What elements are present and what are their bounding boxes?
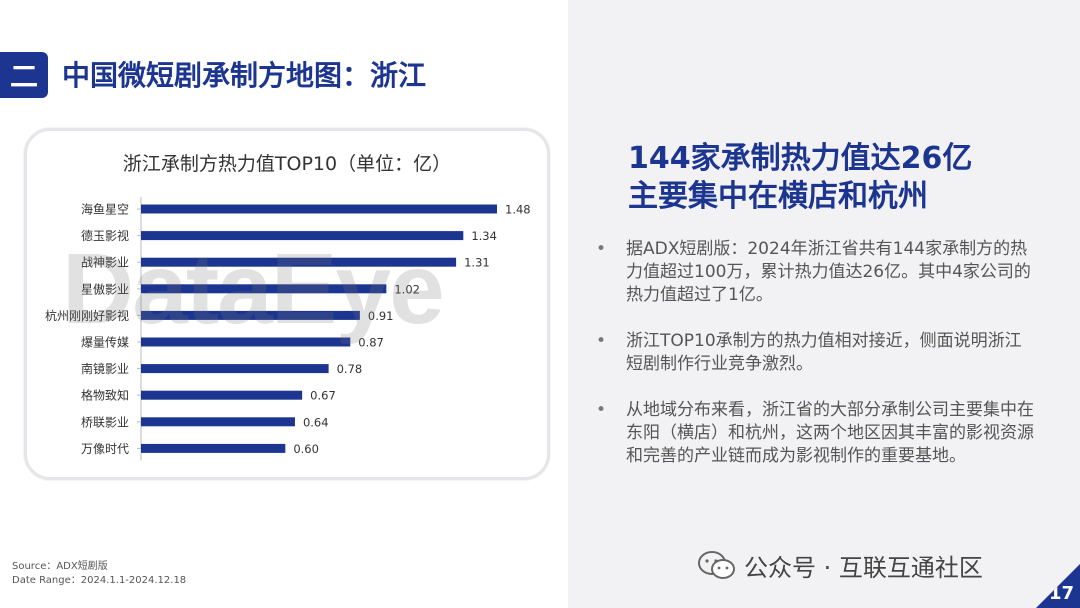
- headline-line-2: 主要集中在横店和杭州: [628, 179, 928, 214]
- bullet-list: • 据ADX短剧版：2024年浙江省共有144家承制方的热力值超过100万，累计热…: [596, 238, 1036, 491]
- wechat-account-text: 公众号 · 互联互通社区: [744, 554, 983, 582]
- wechat-icon: [698, 550, 736, 582]
- bar: [141, 337, 351, 347]
- bullet-item: • 据ADX短剧版：2024年浙江省共有144家承制方的热力值超过100万，累计热…: [596, 238, 1036, 307]
- bullet-dot: •: [596, 400, 607, 420]
- source-note: Source：ADX短剧版 Date Range：2024.1.1-2024.1…: [12, 560, 186, 588]
- category-label: 桥联影业: [81, 415, 129, 429]
- bar: [141, 364, 329, 374]
- category-label: 万像时代: [81, 442, 129, 456]
- bar: [141, 231, 464, 241]
- date-range-text: Date Range：2024.1.1-2024.12.18: [12, 575, 187, 586]
- headline: 144家承制热力值达26亿 主要集中在横店和杭州: [628, 140, 972, 216]
- bar: [141, 417, 295, 427]
- bullet-text: 浙江TOP10承制方的热力值相对接近，侧面说明浙江短剧制作行业竞争激烈。: [626, 331, 1022, 374]
- bar: [141, 443, 286, 453]
- value-label: 1.34: [471, 229, 497, 243]
- category-label: 杭州刚刚好影视: [45, 308, 129, 323]
- bar: [141, 204, 497, 214]
- bar: [141, 310, 360, 320]
- source-text: Source：ADX短剧版: [12, 561, 108, 572]
- value-label: 0.67: [310, 389, 336, 403]
- bullet-dot: •: [596, 331, 607, 351]
- category-label: 战神影业: [81, 256, 129, 270]
- category-label: 星傲影业: [81, 281, 129, 296]
- bullet-item: • 从地域分布来看，浙江省的大部分承制公司主要集中在东阳（横店）和杭州，这两个地区…: [596, 399, 1036, 468]
- right-panel: [568, 0, 1080, 608]
- bar: [141, 284, 387, 294]
- bar-chart: 海鱼星空 1.48 德玉影视 1.34 战神影业 1.31 星傲影业 1.02 杭州刚刚好影视 0…: [45, 197, 531, 461]
- value-label: 1.02: [394, 282, 420, 296]
- section-badge: 二: [0, 52, 48, 98]
- category-label: 南镜影业: [81, 361, 129, 376]
- value-label: 0.87: [358, 336, 384, 350]
- category-label: 海鱼星空: [81, 202, 129, 217]
- chart-card: 浙江承制方热力值TOP10（单位：亿） 海鱼星空 1.48 德玉影视 1.34 战神影业…: [24, 128, 550, 480]
- bar: [141, 390, 303, 400]
- value-label: 1.31: [464, 256, 490, 270]
- bullet-dot: •: [596, 239, 607, 259]
- bullet-text: 从地域分布来看，浙江省的大部分承制公司主要集中在东阳（横店）和杭州，这两个地区因…: [626, 400, 1034, 466]
- category-label: 德玉影视: [81, 228, 129, 243]
- value-label: 0.64: [303, 415, 329, 429]
- value-label: 0.91: [368, 309, 394, 323]
- chart-title: 浙江承制方热力值TOP10（单位：亿）: [122, 153, 452, 175]
- category-label: 爆量传媒: [81, 335, 129, 350]
- bullet-text: 据ADX短剧版：2024年浙江省共有144家承制方的热力值超过100万，累计热力…: [626, 239, 1031, 305]
- value-label: 1.48: [505, 203, 531, 217]
- page-title: 中国微短剧承制方地图：浙江: [62, 59, 427, 92]
- bar: [141, 257, 457, 267]
- value-label: 0.78: [337, 362, 363, 376]
- category-label: 格物致知: [81, 388, 129, 403]
- wechat-watermark: 公众号 · 互联互通社区: [698, 548, 983, 583]
- headline-line-1: 144家承制热力值达26亿: [628, 141, 973, 176]
- value-label: 0.60: [293, 442, 319, 456]
- bullet-item: • 浙江TOP10承制方的热力值相对接近，侧面说明浙江短剧制作行业竞争激烈。: [596, 330, 1036, 376]
